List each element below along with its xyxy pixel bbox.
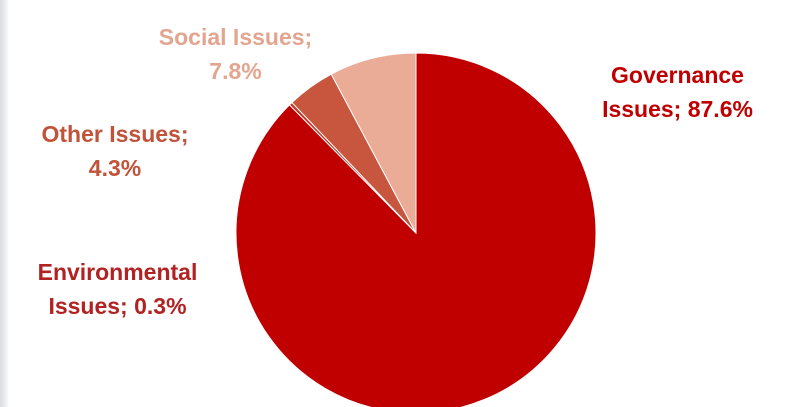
pie-slice-social <box>330 52 417 234</box>
pie-slice-governance <box>235 52 597 407</box>
slice-label-social: Social Issues; 7.8% <box>128 20 343 88</box>
slice-label-governance-line-1: Governance <box>611 62 744 88</box>
slice-label-governance-line-2: Issues; 87.6% <box>602 96 753 122</box>
slice-label-other-line-2: 4.3% <box>88 155 142 181</box>
slice-label-social-line-1: Social Issues; <box>158 24 313 50</box>
slice-label-other: Other Issues; 4.3% <box>10 117 220 185</box>
slice-label-other-line-1: Other Issues; <box>41 121 189 147</box>
slice-label-environmental-line-2: Issues; 0.3% <box>48 293 187 319</box>
window-edge <box>0 0 9 407</box>
slice-label-governance: Governance Issues; 87.6% <box>590 58 765 126</box>
slice-label-environmental-line-1: Environmental <box>37 259 198 285</box>
slice-label-environmental: Environmental Issues; 0.3% <box>5 255 230 323</box>
slice-label-social-line-2: 7.8% <box>209 58 262 84</box>
